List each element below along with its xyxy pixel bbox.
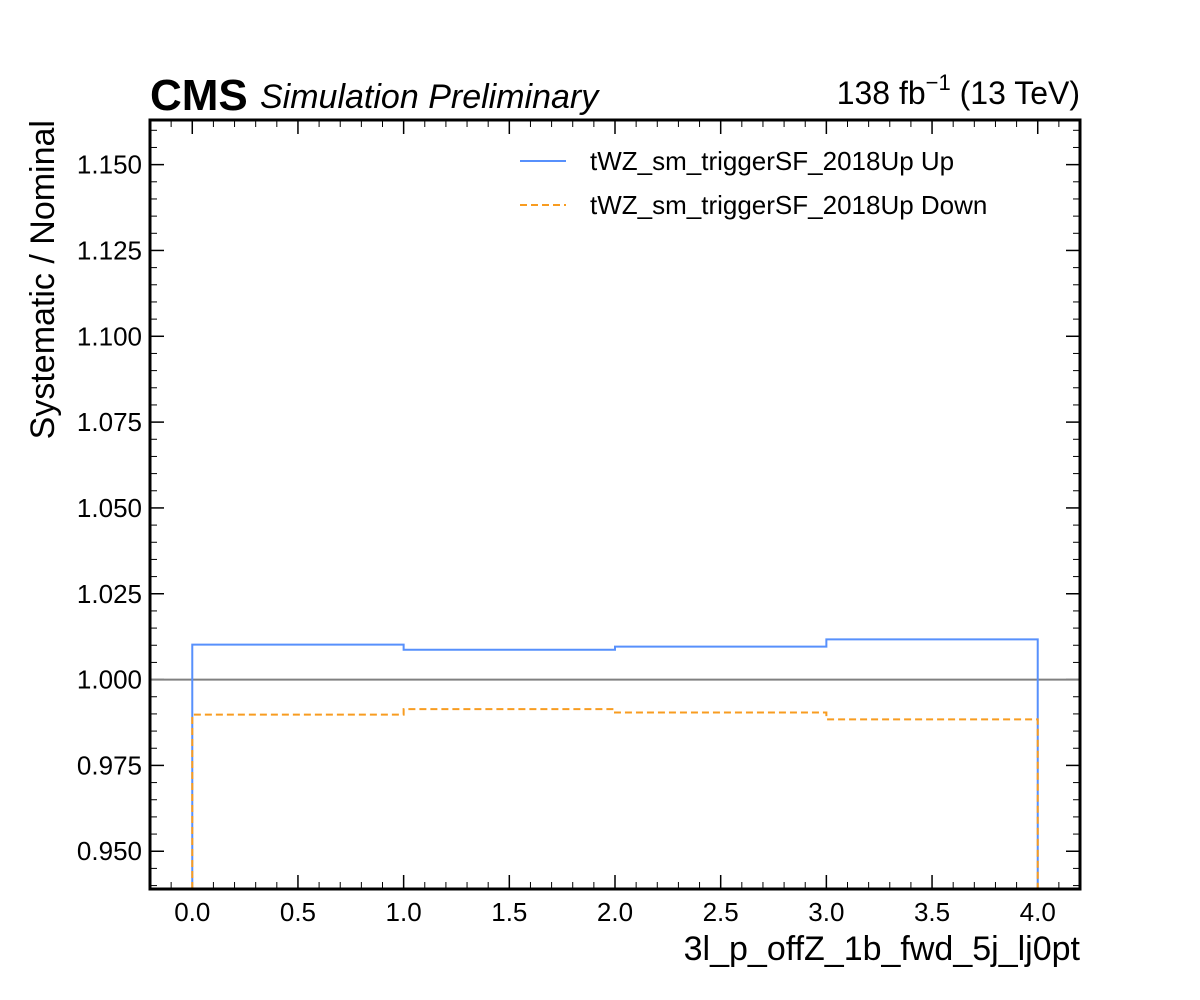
x-tick-label: 3.0 [808,897,844,927]
series-layer [150,638,1080,889]
simulation-preliminary-label: Simulation Preliminary [260,78,600,116]
x-tick-label: 3.5 [914,897,950,927]
luminosity-label: 138 fb−1 (13 TeV) [837,70,1080,111]
plot-frame [148,118,1082,891]
y-tick-label: 1.050 [77,493,142,523]
x-axis-title: 3l_p_offZ_1b_fwd_5j_lj0pt [684,930,1081,968]
x-tick-label: 0.5 [280,897,316,927]
y-tick-label: 1.075 [77,407,142,437]
lumi-value: 138 fb [837,75,926,111]
series-down-line [191,708,1039,889]
y-tick-label: 1.125 [77,235,142,265]
lumi-energy: (13 TeV) [951,75,1080,111]
y-tick-label: 1.150 [77,150,142,180]
lumi-exponent: −1 [926,70,951,95]
y-axis-title: Systematic / Nominal [24,120,62,439]
x-tick-label: 1.0 [386,897,422,927]
ticks-layer: 0.0 0.5 1.0 1.5 2.0 2.5 3.0 3.5 4.0 0.950 0.975 1.0… [77,120,1081,927]
y-tick-label: 1.000 [77,665,142,695]
y-tick-label: 1.100 [77,321,142,351]
legend-label-down: tWZ_sm_triggerSF_2018Up Down [590,190,987,220]
x-tick-label: 2.0 [597,897,633,927]
y-tick-label: 1.025 [77,579,142,609]
legend: tWZ_sm_triggerSF_2018Up Up tWZ_sm_trigge… [520,146,987,220]
cms-label: CMS [150,71,248,120]
y-tick-label: 0.950 [77,836,142,866]
y-tick-label: 0.975 [77,750,142,780]
legend-label-up: tWZ_sm_triggerSF_2018Up Up [590,146,954,176]
series-up-line [191,638,1039,889]
x-tick-label: 1.5 [491,897,527,927]
x-tick-label: 2.5 [703,897,739,927]
x-tick-label: 4.0 [1020,897,1056,927]
x-tick-label: 0.0 [174,897,210,927]
